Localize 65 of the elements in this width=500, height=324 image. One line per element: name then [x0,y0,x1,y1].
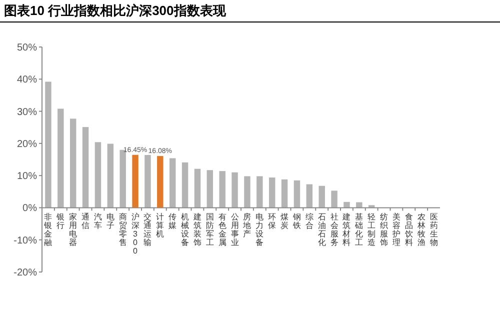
x-tick-label: 钢铁 [292,212,301,230]
x-tick-label: 食品饮料 [404,212,413,248]
bar [107,144,114,208]
x-tick-label: 银行 [56,212,65,230]
y-tick-label: 20% [16,138,38,150]
bar [94,142,102,208]
bar [268,178,276,208]
x-tick-label: 交通运输 [144,212,152,248]
x-tick-label: 汽车 [94,212,102,230]
y-tick-label: 10% [16,171,38,182]
bar [306,184,313,208]
x-tick-label: 计算机 [156,212,164,239]
x-tick-label: 环保 [268,212,276,230]
x-tick-label: 机械设备 [181,212,190,248]
bar [219,171,226,208]
bar [70,118,76,208]
y-tick-label: -10% [14,235,38,246]
chart-title: 图表10 行业指数相比沪深300指数表现 [4,3,227,18]
y-tick-label: -20% [14,268,38,278]
x-tick-label: 建筑装饰 [192,212,202,248]
bar [169,158,176,208]
x-tick-label: 商贸零售 [118,212,127,248]
x-tick-label: 沪深300 [131,212,140,256]
bar [331,190,338,208]
bar [132,154,138,208]
bar [144,155,151,208]
bar [232,172,238,208]
x-tick-label: 综合 [305,212,314,230]
bar [157,156,164,208]
bar [281,179,288,208]
bar [206,170,214,208]
bar [344,202,350,208]
bar [194,168,201,208]
x-tick-label: 通信 [82,212,90,230]
x-tick-label: 美容护理 [391,212,400,248]
x-tick-label: 农林牧渔 [416,212,426,248]
bar [294,180,300,208]
x-tick-label: 社会服务 [330,212,338,248]
bar [182,162,188,208]
x-tick-label: 有色金属 [218,212,226,248]
x-tick-label: 煤炭 [280,212,289,230]
y-tick-label: 0% [22,203,38,214]
x-tick-label: 医药生物 [430,212,438,248]
x-tick-label: 建筑材料 [342,212,351,248]
x-tick-label: 家用电器 [69,212,78,248]
x-tick-label: 非银金融 [43,212,52,248]
x-tick-label: 传媒 [168,212,177,230]
y-tick-label: 40% [16,74,38,86]
bar [82,127,89,208]
x-tick-label: 公用事业 [230,212,239,248]
x-tick-label: 房地产 [242,212,252,239]
bar [318,186,325,208]
y-tick-label: 30% [16,106,38,118]
x-tick-label: 轻工制造 [368,212,376,248]
x-tick-label: 石油石化 [318,212,326,248]
bar [58,108,64,208]
x-tick-label: 电子 [106,212,114,230]
y-tick-label: 50% [16,42,38,54]
x-tick-label: 电力设备 [256,212,264,248]
bar [45,82,52,208]
x-tick-label: 基础化工 [354,212,364,248]
x-tick-label: 纺织服饰 [379,212,388,248]
bar [244,176,250,208]
bar [256,176,263,208]
x-tick-label: 国防军工 [206,212,214,248]
